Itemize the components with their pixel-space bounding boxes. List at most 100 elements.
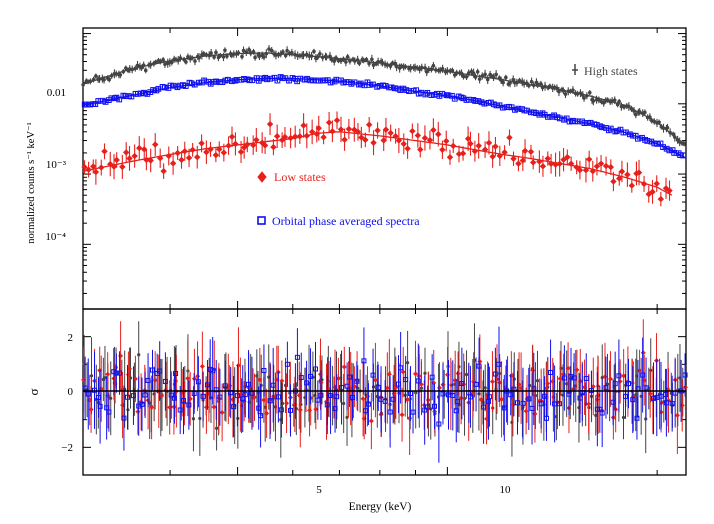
residual-point-low-states (384, 385, 390, 391)
data-point-high-states (285, 48, 289, 53)
data-point-high-states (236, 51, 241, 55)
data-point-low-states (156, 155, 164, 162)
upper-series-layer (81, 45, 687, 207)
residual-point-orbital-averaged (242, 392, 248, 398)
residual-point-orbital-averaged (663, 392, 669, 398)
data-point-high-states (524, 81, 529, 86)
residual-point-high-states (565, 382, 569, 386)
data-point-high-states (632, 109, 636, 113)
data-point-high-states (617, 99, 621, 104)
data-point-low-states (443, 137, 450, 145)
residual-point-low-states (132, 376, 138, 382)
data-point-high-states (459, 71, 464, 76)
data-point-high-states (371, 63, 376, 67)
data-point-high-states (652, 119, 657, 124)
data-point-high-states (394, 64, 399, 69)
data-point-low-states (85, 166, 92, 173)
data-point-orbital-averaged (167, 82, 174, 89)
data-point-orbital-averaged (499, 104, 506, 111)
data-point-orbital-averaged (597, 123, 603, 130)
residual-point-low-states (216, 395, 222, 401)
residual-point-orbital-averaged (682, 372, 688, 378)
data-point-low-states (475, 142, 482, 149)
residual-point-low-states (360, 396, 366, 402)
data-point-low-states (544, 155, 551, 162)
data-point-low-states (464, 135, 472, 142)
data-point-high-states (657, 120, 661, 125)
data-point-low-states (212, 151, 220, 159)
data-point-orbital-averaged (241, 75, 247, 82)
data-point-high-states (225, 54, 229, 58)
residual-point-orbital-averaged (410, 409, 416, 415)
data-point-high-states (148, 62, 153, 67)
residual-point-orbital-averaged (334, 394, 340, 400)
data-point-high-states (370, 57, 374, 62)
residual-point-orbital-averaged (324, 402, 330, 408)
residual-point-low-states (499, 396, 505, 402)
data-point-high-states (522, 81, 526, 86)
data-point-high-states (109, 73, 114, 78)
residuals-high-states (82, 321, 685, 458)
data-point-orbital-averaged (182, 83, 189, 89)
data-point-high-states (601, 101, 606, 105)
data-point-low-states (382, 126, 390, 133)
residual-point-orbital-averaged (339, 385, 345, 391)
residual-point-low-states (621, 373, 627, 379)
data-point-high-states (81, 82, 85, 87)
data-point-orbital-averaged (605, 127, 612, 134)
residual-point-orbital-averaged (398, 365, 404, 371)
residual-point-high-states (649, 368, 653, 372)
data-point-orbital-averaged (232, 77, 239, 84)
residual-point-orbital-averaged (363, 408, 369, 414)
data-point-low-states (362, 136, 369, 144)
residual-point-orbital-averaged (145, 377, 151, 383)
series-high-states (81, 45, 687, 147)
data-point-low-states (194, 153, 201, 161)
residual-point-orbital-averaged (139, 401, 145, 407)
data-point-high-states (508, 81, 512, 85)
data-point-low-states (181, 148, 188, 155)
upper-panel: 0.01 10⁻³ 10⁻⁴ normalized counts s⁻¹ keV… (26, 27, 687, 310)
residual-point-orbital-averaged (186, 402, 192, 408)
data-point-low-states (113, 156, 120, 164)
data-point-high-states (141, 63, 146, 67)
residual-point-orbital-averaged (130, 393, 136, 399)
data-point-high-states (124, 66, 128, 71)
residual-point-orbital-averaged (436, 421, 442, 427)
data-point-high-states (563, 92, 568, 96)
residual-point-orbital-averaged (181, 398, 187, 404)
data-point-high-states (464, 75, 469, 79)
residual-point-low-states (489, 379, 495, 385)
data-point-high-states (376, 60, 380, 64)
data-point-high-states (423, 66, 427, 70)
residual-point-orbital-averaged (571, 375, 577, 381)
residual-point-low-states (565, 365, 571, 371)
data-point-low-states (547, 160, 555, 167)
data-point-low-states (489, 153, 496, 160)
data-point-low-states (131, 152, 138, 160)
residual-point-orbital-averaged (210, 368, 216, 374)
data-point-high-states (207, 53, 211, 58)
residual-point-low-states (518, 385, 524, 391)
data-point-orbital-averaged (141, 89, 147, 96)
data-point-high-states (355, 58, 360, 62)
data-point-orbital-averaged (92, 101, 99, 107)
residual-point-orbital-averaged (124, 394, 130, 400)
data-point-high-states (232, 52, 236, 56)
data-point-orbital-averaged (122, 93, 129, 100)
residual-point-orbital-averaged (548, 370, 554, 376)
data-point-orbital-averaged (207, 80, 214, 87)
residual-point-low-states (313, 406, 319, 412)
residual-point-high-states (214, 426, 219, 430)
data-point-low-states (666, 187, 673, 194)
residual-point-low-states (279, 378, 285, 384)
data-point-high-states (615, 102, 620, 107)
residual-point-orbital-averaged (561, 375, 567, 381)
data-point-high-states (531, 83, 536, 87)
residual-point-orbital-averaged (168, 392, 174, 398)
residual-point-high-states (191, 417, 196, 421)
residual-point-orbital-averaged (270, 382, 276, 388)
data-point-low-states (198, 140, 205, 147)
data-point-high-states (475, 69, 480, 74)
